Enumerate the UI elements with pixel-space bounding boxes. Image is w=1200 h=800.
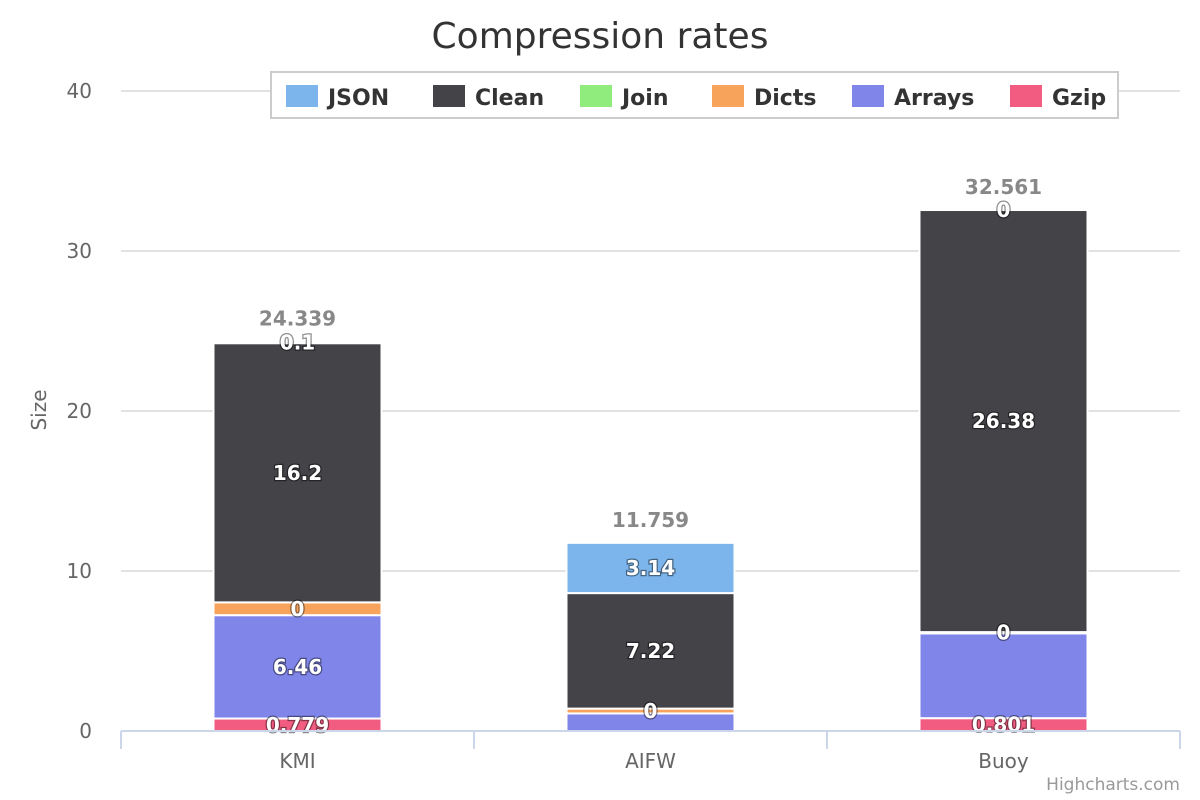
data-labels: 0.779 6.46 0 16.2 0.124.339 0 7.22 3.14 11.759 0.… [259, 175, 1042, 738]
legend[interactable]: JSON Clean Join Dicts Arrays Gzip [270, 71, 1119, 119]
legend-item-arrays[interactable]: Arrays [852, 85, 974, 111]
bars [212, 209, 1089, 733]
x-tick-label: AIFW [625, 749, 676, 773]
y-tick-label: 20 [67, 399, 92, 423]
legend-item-json[interactable]: JSON [286, 85, 389, 111]
chart-title: Compression rates [432, 16, 769, 57]
y-axis-ticks: 0 10 20 30 40 [67, 79, 92, 743]
legend-swatch [580, 85, 612, 107]
legend-swatch [1010, 85, 1042, 107]
legend-label: Clean [475, 86, 544, 111]
data-label: 6.46 [273, 655, 322, 679]
bar-segment-arrays[interactable] [918, 632, 1089, 720]
legend-swatch [852, 85, 884, 107]
data-label: 16.2 [273, 461, 322, 485]
legend-label: Dicts [754, 86, 816, 111]
data-label: 0 [997, 198, 1011, 222]
legend-item-gzip[interactable]: Gzip [1010, 85, 1106, 111]
data-label: 26.38 [972, 409, 1035, 433]
y-tick-label: 40 [67, 79, 92, 103]
credits[interactable]: Highcharts.com [1046, 775, 1180, 795]
y-axis-title: Size [27, 389, 51, 430]
data-label: 7.22 [626, 639, 675, 663]
legend-label: Join [620, 86, 669, 111]
data-label: 0.779 [266, 713, 329, 737]
stack-total-label: 11.759 [612, 508, 689, 532]
stack-total-label: 24.339 [259, 307, 336, 331]
bar-segment-arrays[interactable] [212, 614, 383, 720]
legend-swatch [712, 85, 744, 107]
y-tick-label: 0 [79, 719, 92, 743]
legend-item-dicts[interactable]: Dicts [712, 85, 816, 111]
data-label: 3.14 [626, 556, 675, 580]
x-axis: KMI AIFW Buoy [120, 730, 1181, 773]
x-tick-label: KMI [279, 749, 315, 773]
y-tick-label: 30 [67, 239, 92, 263]
data-label: 0.1 [280, 330, 315, 354]
bar-segment-clean[interactable] [918, 209, 1089, 634]
legend-item-clean[interactable]: Clean [433, 85, 544, 111]
legend-swatch [433, 85, 465, 107]
data-label: 0 [997, 621, 1011, 645]
legend-item-join[interactable]: Join [580, 85, 669, 111]
legend-swatch [286, 85, 318, 107]
bar-segment-json[interactable] [212, 340, 383, 345]
bar-segment-clean[interactable] [212, 342, 383, 604]
legend-box [270, 71, 1119, 119]
stack-total-label: 32.561 [965, 175, 1042, 199]
legend-label: JSON [326, 86, 389, 111]
x-tick-label: Buoy [978, 749, 1029, 773]
data-label: 0.801 [972, 713, 1035, 737]
legend-label: Arrays [894, 86, 974, 111]
bar-segment-json[interactable] [565, 541, 736, 595]
data-label: 0 [291, 597, 305, 621]
data-label: 0 [644, 699, 658, 723]
y-tick-label: 10 [67, 559, 92, 583]
legend-label: Gzip [1052, 86, 1106, 111]
